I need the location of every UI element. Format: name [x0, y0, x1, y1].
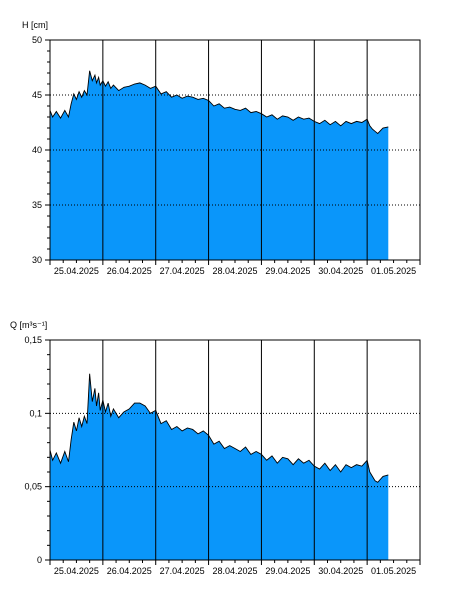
- h-chart-xtick-label: 26.04.2025: [107, 266, 152, 276]
- h-chart-series-line: [49, 70, 389, 135]
- q-chart-xtick-label: 27.04.2025: [160, 566, 205, 576]
- q-chart-xtick-label: 01.05.2025: [371, 566, 416, 576]
- h-chart-ylabel: H [cm]: [22, 20, 48, 30]
- q-chart-xtick-label: 28.04.2025: [212, 566, 257, 576]
- q-chart-ytick-label: 0: [37, 555, 42, 565]
- q-chart-ytick-label: 0,05: [24, 482, 42, 492]
- q-chart-series-line: [49, 373, 389, 483]
- q-chart-xtick-label: 26.04.2025: [107, 566, 152, 576]
- h-chart-area: [50, 70, 389, 260]
- h-chart-xtick-label: 29.04.2025: [265, 266, 310, 276]
- q-chart-xtick-label: 29.04.2025: [265, 566, 310, 576]
- q-chart-xtick-label: 25.04.2025: [54, 566, 99, 576]
- h-chart-xtick-label: 27.04.2025: [160, 266, 205, 276]
- q-chart: Q [m³s⁻¹] 0 0,05 0,1 0,15 25.04.2025 26.04.202…: [10, 320, 421, 576]
- h-chart-ytick-label: 30: [32, 255, 42, 265]
- h-chart-ytick-label: 35: [32, 200, 42, 210]
- q-chart-area: [50, 373, 389, 560]
- h-chart-xtick-label: 25.04.2025: [54, 266, 99, 276]
- q-chart-ytick-label: 0,15: [24, 335, 42, 345]
- h-chart-ytick-label: 45: [32, 90, 42, 100]
- h-chart-xtick-label: 28.04.2025: [212, 266, 257, 276]
- h-chart-xtick-label: 30.04.2025: [318, 266, 363, 276]
- h-chart-ytick-label: 40: [32, 145, 42, 155]
- h-chart-xtick-label: 01.05.2025: [371, 266, 416, 276]
- q-chart-xtick-label: 30.04.2025: [318, 566, 363, 576]
- h-chart-ytick-label: 50: [32, 35, 42, 45]
- h-chart: H [cm] 30 35 40 45 50 25.04.2025 26.04.2025 27.0…: [22, 20, 421, 276]
- q-chart-ylabel: Q [m³s⁻¹]: [10, 320, 47, 330]
- q-chart-ytick-label: 0,1: [29, 408, 42, 418]
